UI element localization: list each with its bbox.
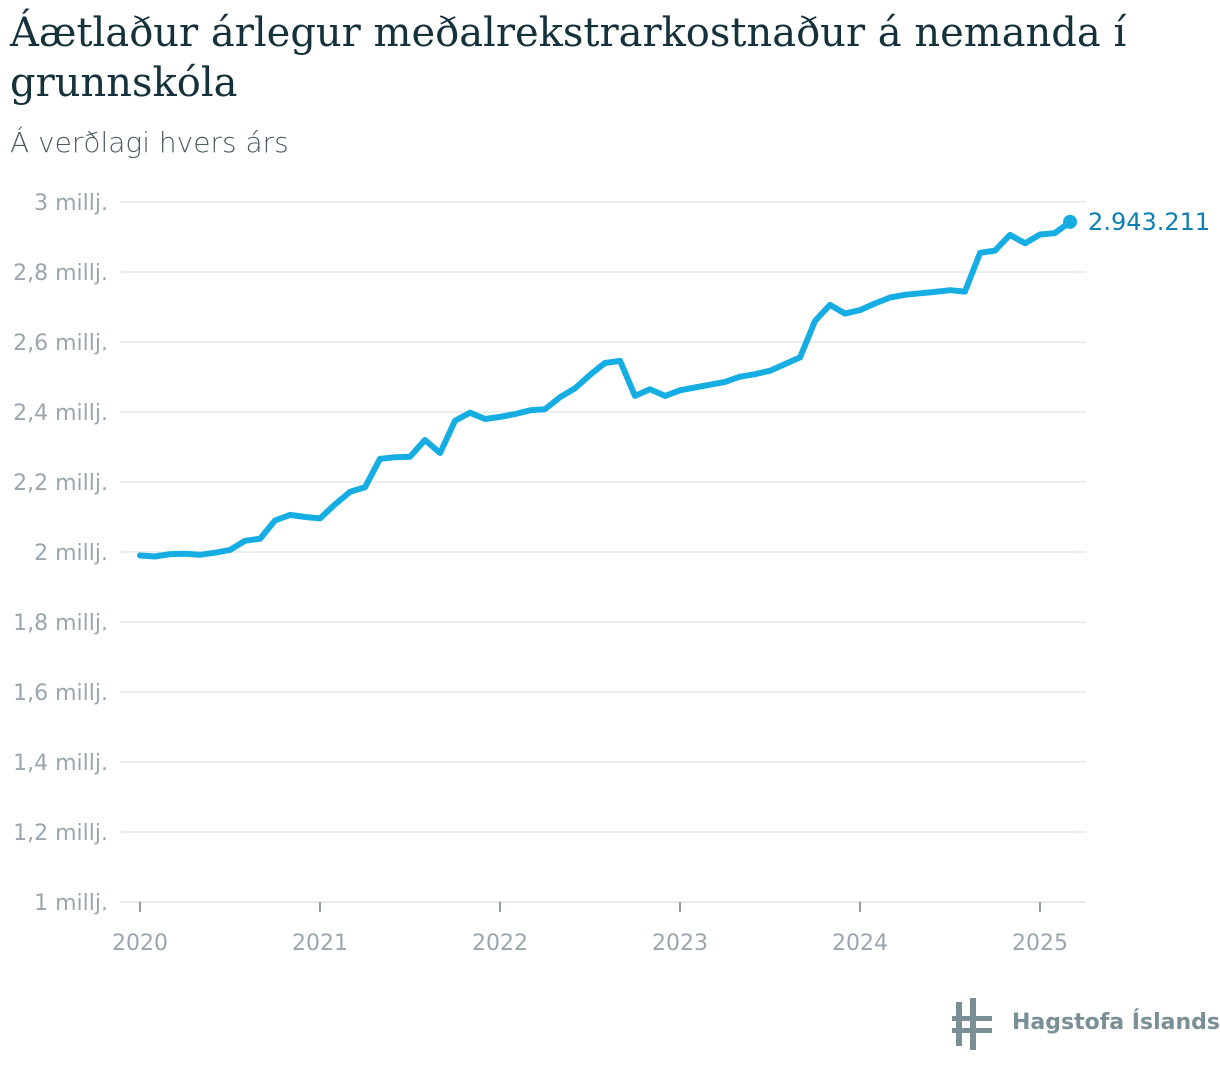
x-axis: 2020 2021 2022 2023 2024 2025 xyxy=(112,902,1068,956)
y-axis: 3 millj. 2,8 millj. 2,6 millj. 2,4 millj. 2,… xyxy=(13,191,108,916)
hagstofa-logo-text: Hagstofa Íslands xyxy=(1012,1010,1220,1035)
hagstofa-logo-icon xyxy=(952,998,992,1050)
x-tick-label: 2024 xyxy=(832,931,888,956)
y-tick-label: 2,6 millj. xyxy=(13,331,108,356)
x-tick-label: 2023 xyxy=(652,931,708,956)
y-tick-label: 1,6 millj. xyxy=(13,681,108,706)
y-tick-label: 1,8 millj. xyxy=(13,611,108,636)
y-tick-label: 1,2 millj. xyxy=(13,821,108,846)
y-tick-label: 2,8 millj. xyxy=(13,261,108,286)
y-tick-label: 1,4 millj. xyxy=(13,751,108,776)
x-tick-label: 2025 xyxy=(1012,931,1068,956)
series: 2.943.211 xyxy=(137,208,1210,560)
y-tick-label: 2 millj. xyxy=(34,541,108,566)
gridlines xyxy=(120,201,1086,903)
line-chart: 3 millj. 2,8 millj. 2,6 millj. 2,4 millj. 2,… xyxy=(13,191,1210,956)
x-tick-label: 2022 xyxy=(472,931,528,956)
y-tick-label: 2,4 millj. xyxy=(13,401,108,426)
chart-subtitle: Á verðlagi hvers árs xyxy=(10,126,289,159)
y-tick-label: 3 millj. xyxy=(34,191,108,216)
hagstofa-logo: Hagstofa Íslands xyxy=(952,998,1220,1054)
chart-title: Áætlaður árlegur meðalrekstrarkostnaður … xyxy=(10,10,1127,106)
series-line xyxy=(137,218,1074,560)
y-tick-label: 2,2 millj. xyxy=(13,471,108,496)
x-tick-label: 2020 xyxy=(112,931,168,956)
y-tick-label: 1 millj. xyxy=(34,891,108,916)
x-tick-label: 2021 xyxy=(292,931,348,956)
end-value-label: 2.943.211 xyxy=(1088,208,1210,236)
end-point-marker xyxy=(1063,214,1078,229)
